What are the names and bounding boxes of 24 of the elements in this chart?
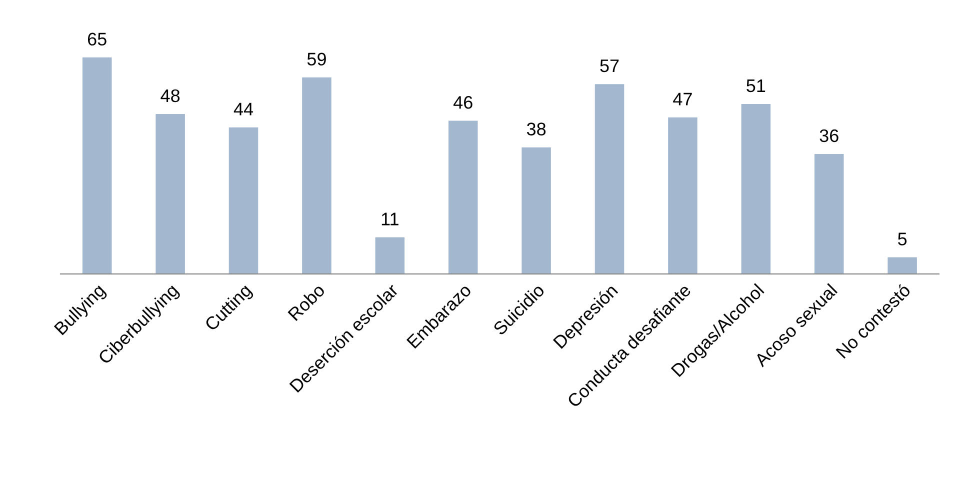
bar [375,237,405,274]
bar [302,77,332,274]
bar [888,257,917,274]
bar [82,57,112,274]
bar [594,84,624,274]
bar [814,154,844,274]
data-label: 11 [382,212,398,226]
bar [522,147,551,274]
data-label: 65 [88,32,106,46]
data-label: 5 [898,232,907,246]
bar [228,127,258,274]
bar [448,120,478,274]
data-label: 57 [600,60,619,72]
bar [668,117,698,274]
bar [156,114,185,274]
data-label: 51 [746,80,766,92]
data-label: 38 [526,122,546,136]
data-label: 46 [453,96,472,109]
bar [741,104,771,274]
data-label: 59 [307,52,326,66]
data-label: 48 [160,89,180,102]
data-label: 44 [234,102,254,116]
data-label: 36 [820,129,838,142]
data-label: 47 [673,92,692,106]
